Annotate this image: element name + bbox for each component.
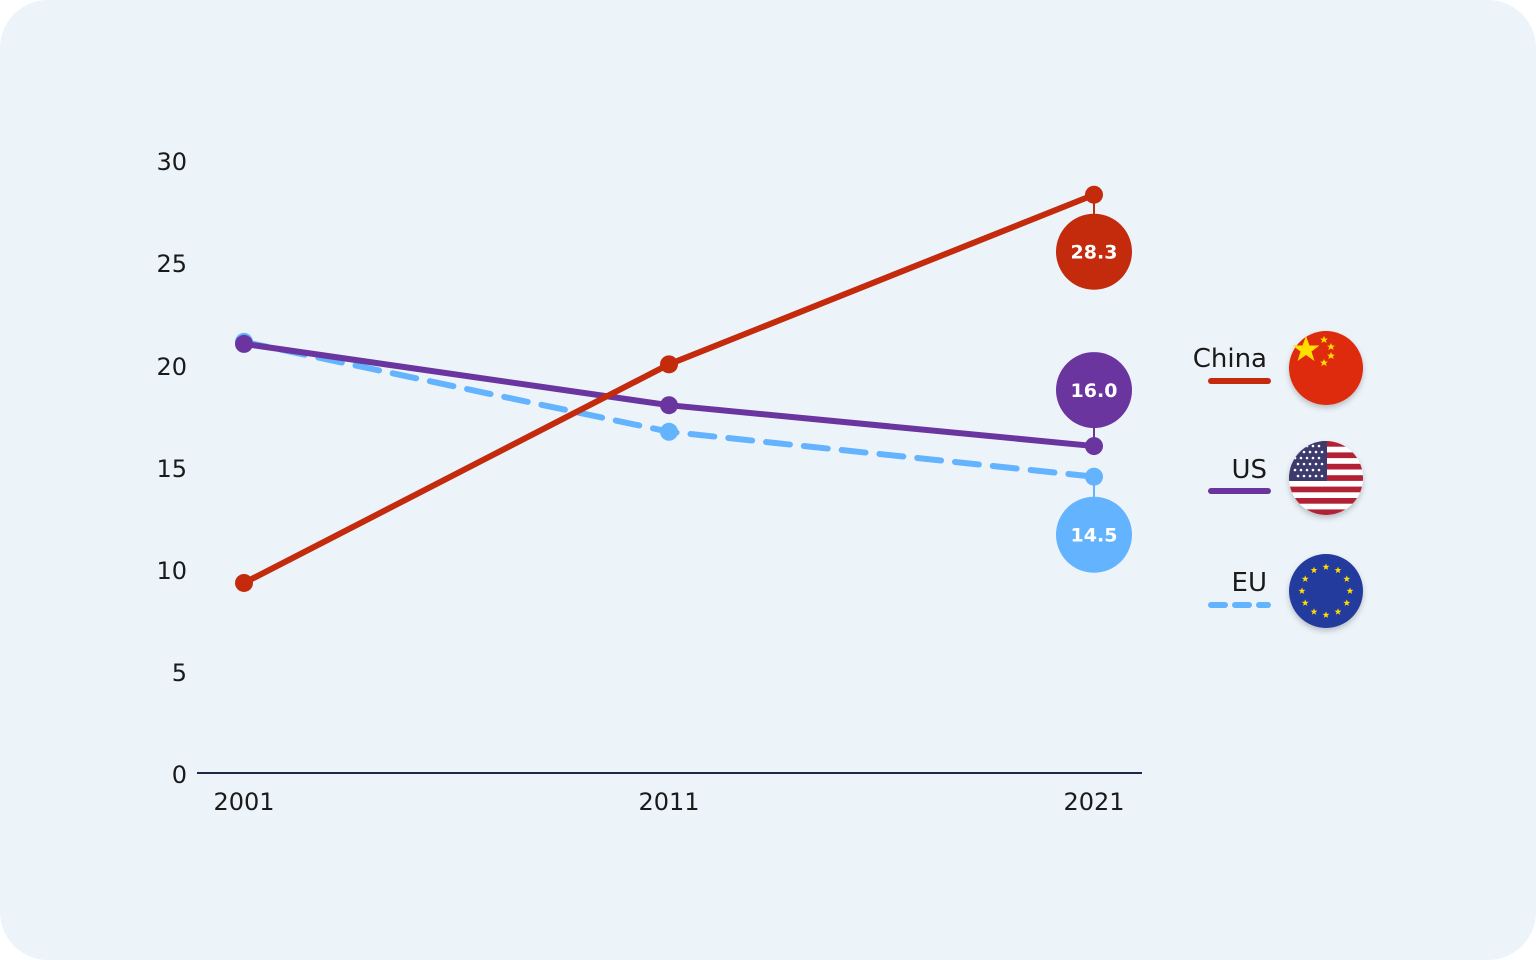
data-point-us-2011 xyxy=(660,396,678,415)
legend-item-eu: EU xyxy=(1208,554,1363,628)
eu-star xyxy=(1301,575,1309,582)
value-bubble-us xyxy=(1056,352,1132,429)
y-tick-label: 30 xyxy=(156,148,187,176)
eu-star xyxy=(1310,566,1318,574)
data-point-china-2011 xyxy=(660,355,678,374)
eu-star xyxy=(1310,608,1318,615)
china-flag-icon xyxy=(1289,331,1363,405)
data-point-china-2001 xyxy=(235,573,253,592)
x-axis: 2001 2011 2021 xyxy=(197,772,1142,816)
eu-star xyxy=(1298,587,1306,594)
legend: China US xyxy=(1193,331,1363,628)
legend-item-china: China xyxy=(1193,331,1363,405)
legend-label-eu: EU xyxy=(1232,568,1267,598)
value-label-eu: 14.5 xyxy=(1071,525,1118,547)
eu-star xyxy=(1301,599,1309,606)
eu-flag-icon xyxy=(1289,554,1363,628)
series-layer xyxy=(235,185,1103,592)
eu-star xyxy=(1322,611,1330,618)
y-tick-label: 5 xyxy=(172,659,187,687)
value-label-us: 16.0 xyxy=(1071,380,1118,402)
bubble-layer: 28.3 16.0 14.5 xyxy=(1056,194,1132,573)
eu-star xyxy=(1322,563,1330,570)
series-line-china xyxy=(241,191,1097,586)
x-tick-label: 2021 xyxy=(1063,788,1124,816)
legend-item-us: US xyxy=(1208,441,1363,515)
y-tick-label: 10 xyxy=(156,557,187,585)
eu-star xyxy=(1346,587,1354,594)
legend-label-us: US xyxy=(1231,455,1267,485)
us-flag-icon xyxy=(1289,441,1363,515)
eu-star xyxy=(1334,566,1342,574)
y-tick-label: 25 xyxy=(156,250,187,278)
x-tick-label: 2001 xyxy=(213,788,274,816)
eu-star xyxy=(1343,575,1351,582)
y-tick-label: 0 xyxy=(172,761,187,789)
eu-star xyxy=(1334,608,1342,615)
x-tick-label: 2011 xyxy=(638,788,699,816)
data-point-eu-2011 xyxy=(660,422,678,441)
y-axis: 0 5 10 15 20 25 30 xyxy=(156,148,187,789)
eu-star xyxy=(1343,599,1351,606)
value-bubble-china xyxy=(1056,213,1132,290)
legend-label-china: China xyxy=(1193,344,1267,374)
value-bubble-eu xyxy=(1056,496,1132,573)
y-tick-label: 20 xyxy=(156,353,187,381)
y-tick-label: 15 xyxy=(156,455,187,483)
data-point-us-2001 xyxy=(235,334,253,353)
value-label-china: 28.3 xyxy=(1071,242,1118,264)
